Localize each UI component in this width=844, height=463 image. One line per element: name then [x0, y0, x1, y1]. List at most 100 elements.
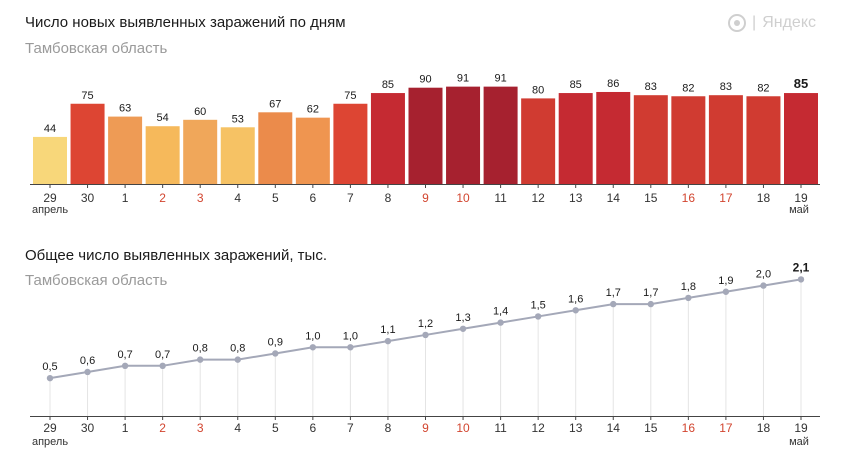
bar-5	[258, 112, 293, 184]
line-value-label: 1,3	[455, 312, 470, 324]
line-x-tick-label: 4	[234, 421, 241, 435]
line-value-label: 1,1	[380, 324, 395, 336]
line-value-label: 2,0	[756, 269, 771, 281]
line-value-label: 1,0	[343, 330, 358, 342]
line-value-label: 2,1	[793, 260, 810, 274]
bar-x-tick-label: 8	[385, 191, 392, 205]
yandex-logo-icon	[728, 14, 747, 32]
bar-3	[183, 119, 218, 184]
line-point-19	[797, 276, 805, 283]
line-point-9	[422, 331, 429, 339]
line-x-tick-label: 15	[644, 421, 658, 435]
line-x-tick-label: 14	[607, 421, 621, 435]
bar-value-label: 83	[645, 81, 657, 93]
line-point-10	[459, 325, 467, 332]
bar-month-label: апрель	[32, 204, 68, 216]
total-chart-subtitle: Тамбовская область	[25, 272, 168, 289]
bar-value-label: 75	[344, 90, 356, 102]
line-x-tick-label: 30	[81, 421, 95, 435]
line-point-30	[84, 368, 91, 376]
line-point-16	[685, 294, 692, 302]
bar-4	[220, 127, 255, 184]
bar-x-tick-label: 7	[347, 191, 354, 205]
yandex-brand[interactable]: | Яндекс	[728, 14, 816, 32]
bar-x-tick-label: 3	[197, 191, 204, 205]
line-value-label: 1,7	[606, 287, 621, 299]
bar-value-label: 82	[682, 82, 694, 94]
line-point-11	[497, 319, 504, 326]
line-point-13	[572, 307, 579, 314]
bar-value-label: 62	[307, 104, 319, 116]
bar-29	[33, 136, 67, 184]
bar-value-label: 86	[607, 78, 619, 90]
bar-value-label: 63	[119, 103, 131, 115]
line-point-6	[309, 344, 317, 351]
bar-value-label: 53	[232, 113, 244, 125]
bar-16	[671, 96, 706, 184]
line-x-tick-label: 5	[272, 421, 279, 435]
line-point-5	[272, 350, 279, 357]
total-chart-title: Общее число выявленных заражений, тыс.	[25, 247, 327, 264]
line-x-tick-label: 12	[531, 421, 545, 435]
bar-x-tick-label: 6	[310, 191, 317, 205]
bar-x-tick-label: 16	[682, 191, 696, 205]
bar-13	[558, 93, 593, 184]
line-point-2	[159, 362, 166, 370]
bar-value-label: 85	[794, 76, 808, 91]
bar-value-label: 54	[157, 112, 169, 124]
line-value-label: 0,9	[268, 336, 283, 348]
bar-value-label: 44	[44, 123, 56, 135]
line-value-label: 1,4	[493, 306, 508, 318]
bar-value-label: 80	[532, 84, 544, 96]
brand-name: Яндекс	[762, 14, 816, 31]
bar-x-tick-label: 15	[644, 191, 658, 205]
bar-value-label: 85	[570, 79, 582, 91]
line-month-label: май	[789, 436, 809, 448]
line-x-tick-label: 3	[197, 421, 204, 435]
bar-x-tick-label: 2	[159, 191, 166, 205]
daily-chart-subtitle: Тамбовская область	[25, 40, 168, 57]
bar-15	[633, 95, 668, 184]
bar-x-tick-label: 29	[43, 191, 57, 205]
bar-x-tick-label: 5	[272, 191, 279, 205]
line-x-tick-label: 18	[757, 421, 771, 435]
line-value-label: 1,5	[531, 299, 546, 311]
line-value-label: 1,2	[418, 318, 433, 330]
bar-x-tick-label: 11	[494, 191, 507, 205]
line-value-label: 1,0	[305, 330, 320, 342]
line-x-tick-label: 6	[310, 421, 317, 435]
line-x-tick-label: 17	[719, 421, 733, 435]
bar-x-tick-label: 9	[422, 191, 429, 205]
bar-7	[333, 103, 368, 184]
bar-value-label: 75	[81, 90, 93, 102]
line-value-label: 1,7	[643, 287, 658, 299]
brand-separator: |	[752, 14, 757, 31]
bar-1	[108, 116, 143, 184]
bar-value-label: 85	[382, 79, 394, 91]
line-x-tick-label: 1	[122, 421, 129, 435]
line-point-12	[534, 313, 542, 320]
line-value-label: 0,7	[117, 349, 132, 361]
bar-2	[145, 126, 180, 184]
line-x-tick-label: 19	[794, 421, 808, 435]
line-x-tick-label: 9	[422, 421, 429, 435]
bar-11	[483, 86, 518, 184]
bar-value-label: 90	[419, 74, 431, 86]
bar-10	[446, 86, 481, 184]
bar-19	[784, 93, 818, 184]
line-x-tick-label: 10	[456, 421, 470, 435]
line-x-tick-label: 13	[569, 421, 583, 435]
bar-17	[708, 95, 743, 184]
line-point-17	[722, 288, 730, 295]
line-value-label: 1,8	[681, 281, 696, 293]
bar-x-tick-label: 19	[794, 191, 808, 205]
bar-x-tick-label: 30	[81, 191, 95, 205]
bar-value-label: 91	[457, 73, 469, 85]
line-x-tick-label: 7	[347, 421, 354, 435]
line-point-29	[46, 374, 54, 382]
line-point-3	[197, 356, 204, 363]
daily-chart-title: Число новых выявленных заражений по дням	[25, 14, 346, 31]
bar-value-label: 60	[194, 106, 206, 118]
line-x-tick-label: 16	[682, 421, 696, 435]
